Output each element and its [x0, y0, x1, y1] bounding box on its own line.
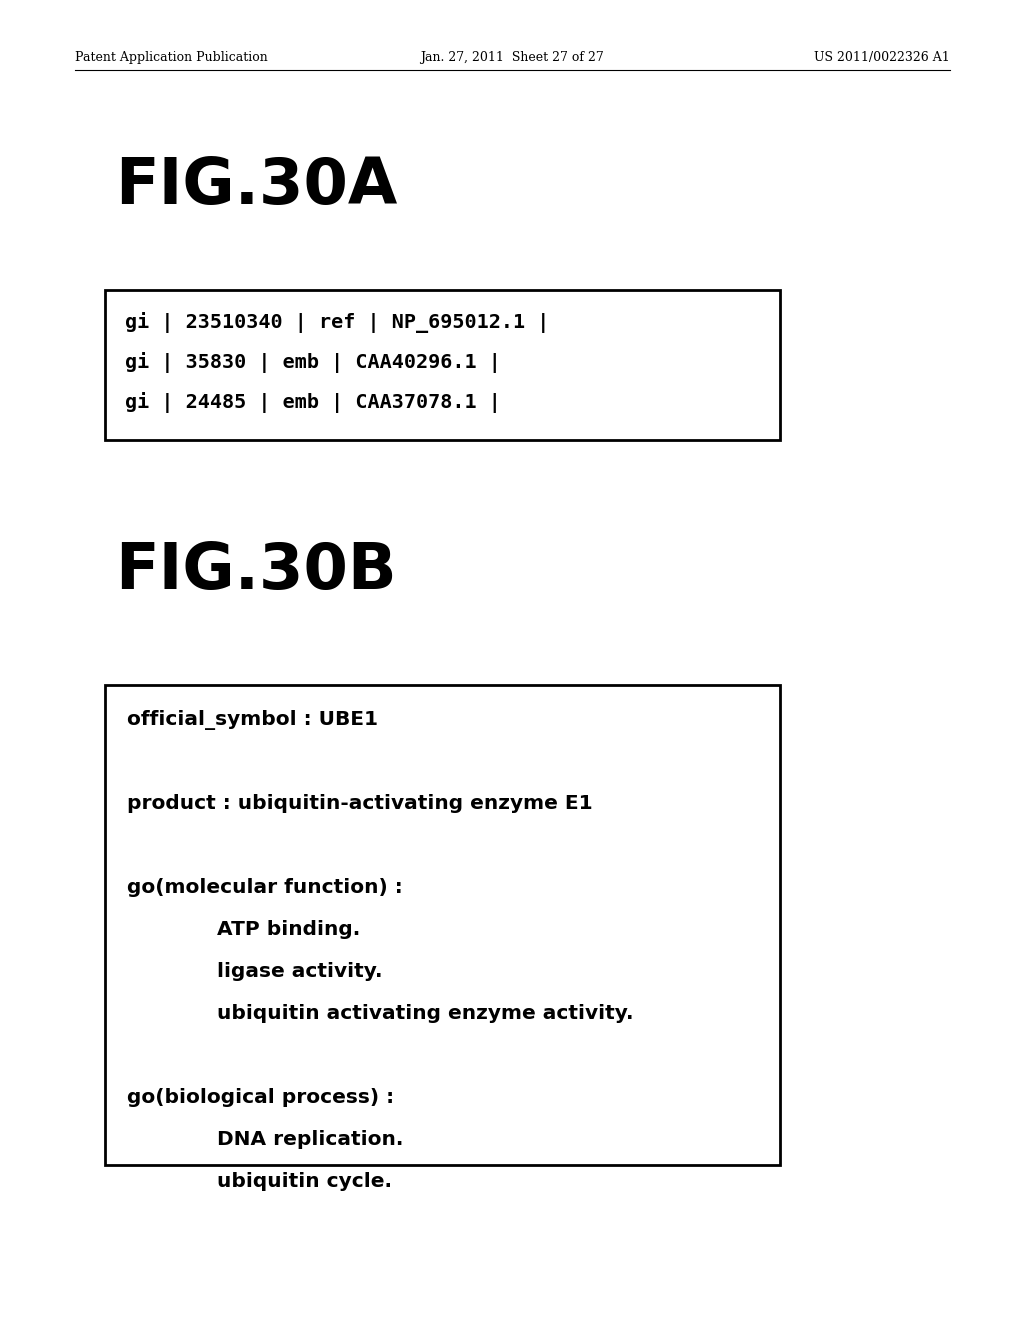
Text: FIG.30A: FIG.30A [115, 154, 397, 216]
Text: go(biological process) :: go(biological process) : [127, 1088, 394, 1107]
Text: gi | 23510340 | ref | NP_695012.1 |: gi | 23510340 | ref | NP_695012.1 | [125, 312, 549, 333]
Text: gi | 24485 | emb | CAA37078.1 |: gi | 24485 | emb | CAA37078.1 | [125, 392, 501, 413]
Text: FIG.30B: FIG.30B [115, 540, 396, 602]
Text: go(molecular function) :: go(molecular function) : [127, 878, 402, 898]
Text: ATP binding.: ATP binding. [217, 920, 360, 939]
Text: ubiquitin cycle.: ubiquitin cycle. [217, 1172, 392, 1191]
Bar [105, 290, 780, 440]
Text: ubiquitin activating enzyme activity.: ubiquitin activating enzyme activity. [217, 1005, 634, 1023]
Text: Jan. 27, 2011  Sheet 27 of 27: Jan. 27, 2011 Sheet 27 of 27 [420, 51, 604, 65]
Text: DNA replication.: DNA replication. [217, 1130, 403, 1148]
Bar [105, 685, 780, 1166]
Text: Patent Application Publication: Patent Application Publication [75, 51, 267, 65]
Text: official_symbol : UBE1: official_symbol : UBE1 [127, 710, 378, 730]
Text: product : ubiquitin-activating enzyme E1: product : ubiquitin-activating enzyme E1 [127, 795, 593, 813]
Text: US 2011/0022326 A1: US 2011/0022326 A1 [814, 51, 950, 65]
Text: gi | 35830 | emb | CAA40296.1 |: gi | 35830 | emb | CAA40296.1 | [125, 352, 501, 374]
Text: ligase activity.: ligase activity. [217, 962, 383, 981]
